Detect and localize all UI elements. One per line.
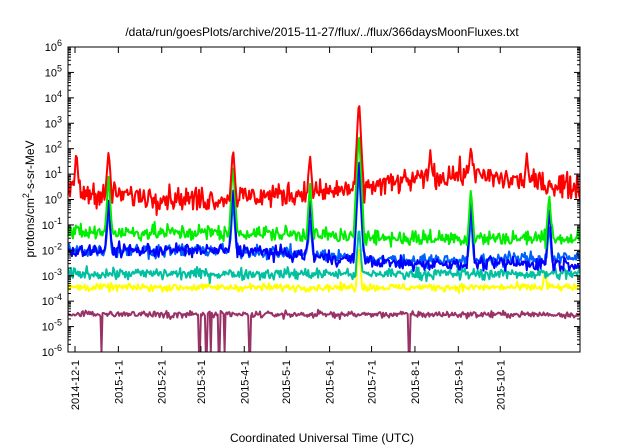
x-tick-label: 2015-6-1 bbox=[325, 360, 337, 404]
series-line bbox=[68, 249, 580, 294]
x-tick-label: 2015-7-1 bbox=[367, 360, 379, 404]
y-tick-label: 101 bbox=[45, 165, 62, 181]
chart-title: /data/run/goesPlots/archive/2015-11-27/f… bbox=[125, 25, 519, 39]
x-axis: 2014-12-1 2015-1-1 2015-2-1 2015-3-1 2015-4-… bbox=[70, 47, 507, 410]
x-tick-label: 2015-9-1 bbox=[453, 360, 465, 404]
y-tick-label: 103 bbox=[45, 114, 62, 130]
x-tick-label: 2015-2-1 bbox=[157, 360, 169, 404]
series-line bbox=[68, 230, 580, 284]
y-tick-label: 10-1 bbox=[42, 216, 62, 232]
x-tick-label: 2014-12-1 bbox=[70, 360, 82, 410]
y-axis-label-sup: 2 bbox=[21, 193, 31, 198]
y-axis-label-suffix: -s-sr-MeV bbox=[23, 140, 37, 193]
y-axis: 10-6 10-5 10-4 10-3 10-2 10-1 100 101 102 103 104 1… bbox=[42, 38, 580, 359]
y-tick-label: 10-3 bbox=[42, 267, 62, 283]
x-tick-label: 2015-4-1 bbox=[239, 360, 251, 404]
x-tick-label: 2015-8-1 bbox=[410, 360, 422, 404]
series-layer bbox=[68, 105, 580, 352]
y-tick-label: 105 bbox=[45, 63, 62, 79]
series-line bbox=[68, 105, 580, 216]
series-line bbox=[68, 308, 580, 352]
x-axis-label: Coordinated Universal Time (UTC) bbox=[230, 431, 414, 445]
y-tick-label: 100 bbox=[45, 191, 62, 207]
series-line bbox=[68, 136, 580, 250]
y-tick-label: 106 bbox=[45, 38, 62, 54]
x-tick-label: 2015-5-1 bbox=[281, 360, 293, 404]
y-tick-label: 10-6 bbox=[42, 343, 62, 359]
y-tick-label: 104 bbox=[45, 89, 62, 105]
y-tick-label: 102 bbox=[45, 140, 62, 156]
y-tick-label: 10-2 bbox=[42, 241, 62, 257]
x-tick-label: 2015-1-1 bbox=[113, 360, 125, 404]
plot-area bbox=[67, 46, 581, 353]
y-axis-label-prefix: protons/cm bbox=[23, 198, 37, 257]
x-tick-label: 2015-10-1 bbox=[495, 360, 507, 410]
y-axis-label: protons/cm2-s-sr-MeV bbox=[21, 140, 37, 257]
x-tick-label: 2015-3-1 bbox=[196, 360, 208, 404]
series-line bbox=[68, 161, 580, 272]
y-tick-label: 10-4 bbox=[42, 292, 62, 308]
y-tick-label: 10-5 bbox=[42, 318, 62, 334]
